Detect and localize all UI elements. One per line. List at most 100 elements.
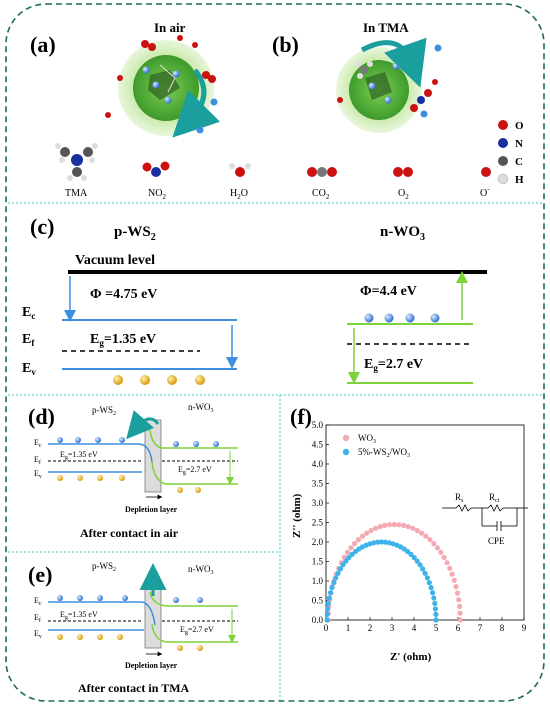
data-point-series-1 [447, 565, 453, 571]
data-point-series-2 [432, 600, 438, 607]
d-ef: Ef [34, 455, 41, 466]
data-point-series-1 [454, 590, 461, 596]
data-point-series-2 [337, 566, 343, 572]
data-point-series-2 [340, 562, 346, 568]
wo3-electrons [364, 313, 440, 323]
data-point-series-1 [451, 577, 457, 583]
data-point-series-2 [346, 555, 352, 561]
d-band-diagram [48, 410, 238, 500]
circuit-cpe-label: CPE [488, 536, 505, 546]
y-tick-label: 3.0 [312, 498, 324, 508]
co2-molecule-icon [307, 167, 337, 177]
e-eg-right: Eg=2.7 eV [180, 625, 214, 636]
d-ev: Ev [34, 469, 42, 480]
mol-label-co2: CO2 [312, 188, 330, 201]
data-point-series-2 [326, 595, 332, 601]
data-point-series-1 [414, 527, 420, 534]
data-point-series-2 [333, 575, 339, 581]
data-point-series-1 [391, 521, 397, 528]
y-tick-label: 1.5 [312, 557, 324, 567]
e-label-pws2: p-WS2 [92, 561, 116, 573]
mol-label-no2: NO2 [148, 188, 166, 201]
o-minus-icon [481, 167, 491, 177]
data-point-series-1 [441, 554, 447, 561]
data-point-series-1 [348, 545, 354, 551]
data-point-series-1 [456, 597, 462, 603]
x-tick-label: 4 [412, 623, 417, 633]
legend-label-o: O [515, 120, 524, 132]
x-tick-label: 9 [522, 623, 527, 633]
legend-label-c: C [515, 156, 523, 168]
ec-label: Ec [22, 305, 35, 321]
y-tick-label: 2.0 [312, 537, 324, 547]
data-point-series-1 [423, 533, 429, 539]
eg-left-label: Eg=1.35 eV [90, 332, 156, 348]
panel-label-a: (a) [30, 32, 56, 57]
panel-label-c: (c) [30, 214, 54, 239]
panel-label-b: (b) [272, 32, 299, 57]
data-point-series-2 [424, 575, 430, 581]
eg-right-label: Eg=2.7 eV [364, 357, 423, 373]
data-point-series-1 [386, 522, 393, 528]
data-point-series-1 [453, 584, 459, 590]
d-eg-left: Eg=1.35 eV [60, 450, 98, 461]
circuit-rs-label: Rs [455, 492, 464, 504]
data-point-series-2 [408, 551, 414, 558]
plot-frame [325, 424, 525, 621]
phi-left-label: Φ =4.75 eV [90, 287, 157, 302]
legend-swatch-n [498, 138, 508, 148]
y-tick-label: 0.5 [312, 596, 324, 606]
e-band-diagram [48, 563, 238, 657]
data-point-series-1 [444, 560, 450, 566]
y-tick-label: 4.0 [312, 459, 324, 469]
circuit-rct-label: Rct [489, 492, 500, 504]
ev-label: Ev [22, 361, 36, 377]
air-molecules [105, 35, 218, 134]
ef-label: Ef [22, 332, 35, 348]
e-caption: After contact in TMA [78, 681, 190, 695]
x-axis-label: Z' (ohm) [390, 651, 432, 663]
data-point-series-2 [324, 617, 330, 623]
data-point-series-1 [401, 522, 407, 529]
legend-label-ws2wo3: 5%-WS2/WO3 [358, 447, 410, 459]
x-tick-label: 6 [456, 623, 461, 633]
e-label-nwo3: n-WO3 [188, 564, 214, 576]
c-title-pws2: p-WS2 [114, 224, 156, 243]
data-point-series-2 [411, 555, 417, 561]
h2o-molecule-icon [229, 163, 251, 177]
y-tick-label: 2.5 [312, 518, 324, 528]
x-tick-label: 8 [500, 623, 505, 633]
data-point-series-1 [457, 610, 463, 616]
data-point-series-1 [396, 522, 402, 528]
data-point-series-1 [344, 549, 351, 556]
vacuum-level-label: Vacuum level [75, 253, 155, 268]
data-point-series-1 [364, 530, 370, 536]
data-point-series-2 [325, 606, 331, 612]
tma-molecule-icon [55, 143, 98, 181]
data-point-series-2 [417, 562, 423, 568]
equivalent-circuit [442, 504, 528, 531]
data-point-series-2 [382, 539, 388, 545]
sensor-particle-tma [336, 37, 442, 133]
mol-label-h2o: H2O [230, 188, 248, 201]
data-point-series-1 [368, 527, 374, 534]
data-point-series-2 [325, 600, 331, 607]
data-point-series-1 [355, 537, 362, 543]
data-point-series-2 [375, 539, 381, 545]
data-point-series-2 [426, 580, 432, 586]
d-caption: After contact in air [80, 526, 179, 540]
mol-label-o2: O2 [398, 188, 409, 201]
x-tick-label: 7 [478, 623, 483, 633]
c-title-nwo3: n-WO3 [380, 224, 425, 243]
atom-legend: O N C H [497, 120, 524, 186]
e-ef: Ef [34, 613, 41, 624]
legend-swatch-h [497, 173, 509, 185]
data-point-series-2 [343, 558, 349, 564]
panel-label-f: (f) [290, 404, 312, 429]
d-label-nwo3: n-WO3 [188, 402, 214, 414]
e-depletion-label: Depletion layer [125, 661, 178, 670]
molecule-icons [55, 143, 491, 181]
data-point-series-2 [422, 570, 428, 576]
e-ev: Ev [34, 629, 42, 640]
